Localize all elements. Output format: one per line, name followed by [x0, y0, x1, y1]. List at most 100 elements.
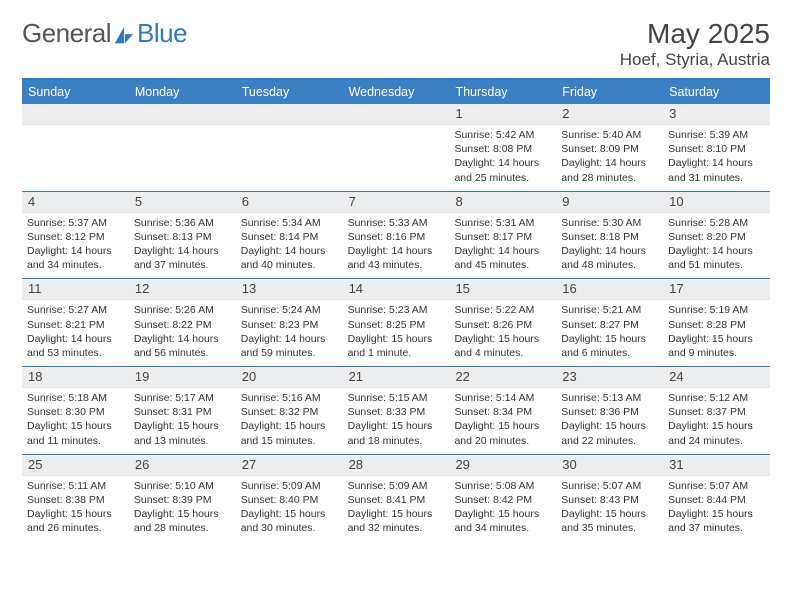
day-number: 27: [236, 455, 343, 476]
daylight-text: and 4 minutes.: [454, 346, 551, 360]
calendar-day: 5 Sunrise: 5:36 AMSunset: 8:13 PMDaylight…: [129, 192, 236, 279]
calendar-day: [22, 104, 129, 191]
page-header: General Blue May 2025 Hoef, Styria, Aust…: [22, 18, 770, 70]
sunset-text: Sunset: 8:10 PM: [668, 142, 765, 156]
sunset-text: Sunset: 8:36 PM: [561, 405, 658, 419]
calendar-day: 6Sunrise: 5:34 AMSunset: 8:14 PMDaylight…: [236, 192, 343, 279]
day-number: 6: [236, 192, 343, 213]
sunrise-text: Sunrise: 5:24 AM: [241, 303, 338, 317]
sunset-text: Sunset: 8:14 PM: [241, 230, 338, 244]
sunset-text: Sunset: 8:43 PM: [561, 493, 658, 507]
daylight-text: Daylight: 14 hours: [561, 156, 658, 170]
calendar-week: 25Sunrise: 5:11 AMSunset: 8:38 PMDayligh…: [22, 455, 770, 542]
calendar-day: 21Sunrise: 5:15 AMSunset: 8:33 PMDayligh…: [343, 367, 450, 454]
daylight-text: Daylight: 15 hours: [668, 332, 765, 346]
calendar-day: 11Sunrise: 5:27 AMSunset: 8:21 PMDayligh…: [22, 279, 129, 366]
calendar-day: 20Sunrise: 5:16 AMSunset: 8:32 PMDayligh…: [236, 367, 343, 454]
day-number: 26: [129, 455, 236, 476]
day-number: 2: [556, 104, 663, 125]
day-of-week-row: Sunday Monday Tuesday Wednesday Thursday…: [22, 80, 770, 104]
day-number: 9: [556, 192, 663, 213]
daylight-text: and 18 minutes.: [348, 434, 445, 448]
sunrise-text: Sunrise: 5:13 AM: [561, 391, 658, 405]
sunrise-text: Sunrise: 5:26 AM: [134, 303, 231, 317]
daylight-text: Daylight: 15 hours: [241, 419, 338, 433]
day-number: 12: [129, 279, 236, 300]
sunrise-text: Sunrise: 5:08 AM: [454, 479, 551, 493]
daylight-text: and 56 minutes.: [134, 346, 231, 360]
daylight-text: and 28 minutes.: [561, 171, 658, 185]
day-number: 4: [22, 192, 129, 213]
sunset-text: Sunset: 8:12 PM: [27, 230, 124, 244]
day-number: 15: [449, 279, 556, 300]
calendar-day: 2Sunrise: 5:40 AMSunset: 8:09 PMDaylight…: [556, 104, 663, 191]
daylight-text: and 51 minutes.: [668, 258, 765, 272]
daylight-text: and 40 minutes.: [241, 258, 338, 272]
daylight-text: and 48 minutes.: [561, 258, 658, 272]
sunset-text: Sunset: 8:08 PM: [454, 142, 551, 156]
daylight-text: and 35 minutes.: [561, 521, 658, 535]
daylight-text: Daylight: 14 hours: [134, 244, 231, 258]
month-title: May 2025: [620, 18, 770, 50]
empty-day-bar: [22, 104, 129, 125]
brand-right: Blue: [137, 18, 187, 49]
sunrise-text: Sunrise: 5:36 AM: [134, 216, 231, 230]
day-number: 5: [129, 192, 236, 213]
sunset-text: Sunset: 8:13 PM: [134, 230, 231, 244]
day-number: 30: [556, 455, 663, 476]
daylight-text: and 20 minutes.: [454, 434, 551, 448]
daylight-text: and 24 minutes.: [668, 434, 765, 448]
daylight-text: Daylight: 15 hours: [134, 419, 231, 433]
calendar-day: 30Sunrise: 5:07 AMSunset: 8:43 PMDayligh…: [556, 455, 663, 542]
sunset-text: Sunset: 8:26 PM: [454, 318, 551, 332]
daylight-text: Daylight: 15 hours: [27, 419, 124, 433]
daylight-text: Daylight: 15 hours: [134, 507, 231, 521]
daylight-text: Daylight: 15 hours: [668, 419, 765, 433]
day-number: 13: [236, 279, 343, 300]
calendar-grid: Sunday Monday Tuesday Wednesday Thursday…: [22, 78, 770, 541]
day-number: 18: [22, 367, 129, 388]
sunrise-text: Sunrise: 5:40 AM: [561, 128, 658, 142]
brand-left: General: [22, 18, 111, 49]
daylight-text: Daylight: 14 hours: [27, 332, 124, 346]
daylight-text: Daylight: 15 hours: [561, 507, 658, 521]
sunrise-text: Sunrise: 5:16 AM: [241, 391, 338, 405]
location-subtitle: Hoef, Styria, Austria: [620, 50, 770, 70]
daylight-text: Daylight: 15 hours: [348, 332, 445, 346]
sunrise-text: Sunrise: 5:42 AM: [454, 128, 551, 142]
dow-wed: Wednesday: [343, 80, 450, 104]
daylight-text: Daylight: 15 hours: [668, 507, 765, 521]
dow-tue: Tuesday: [236, 80, 343, 104]
daylight-text: Daylight: 14 hours: [348, 244, 445, 258]
calendar-day: 10Sunrise: 5:28 AMSunset: 8:20 PMDayligh…: [663, 192, 770, 279]
dow-sat: Saturday: [663, 80, 770, 104]
daylight-text: and 34 minutes.: [27, 258, 124, 272]
daylight-text: and 32 minutes.: [348, 521, 445, 535]
daylight-text: Daylight: 14 hours: [27, 244, 124, 258]
daylight-text: Daylight: 15 hours: [561, 332, 658, 346]
day-number: 14: [343, 279, 450, 300]
sunset-text: Sunset: 8:17 PM: [454, 230, 551, 244]
calendar-day: 1Sunrise: 5:42 AMSunset: 8:08 PMDaylight…: [449, 104, 556, 191]
daylight-text: and 45 minutes.: [454, 258, 551, 272]
sunrise-text: Sunrise: 5:23 AM: [348, 303, 445, 317]
calendar-day: [129, 104, 236, 191]
daylight-text: and 26 minutes.: [27, 521, 124, 535]
sunset-text: Sunset: 8:33 PM: [348, 405, 445, 419]
day-number: 8: [449, 192, 556, 213]
sail-icon: [113, 23, 135, 45]
calendar-day: 24Sunrise: 5:12 AMSunset: 8:37 PMDayligh…: [663, 367, 770, 454]
daylight-text: and 37 minutes.: [134, 258, 231, 272]
daylight-text: and 31 minutes.: [668, 171, 765, 185]
calendar-day: [236, 104, 343, 191]
sunset-text: Sunset: 8:21 PM: [27, 318, 124, 332]
calendar-day: 18Sunrise: 5:18 AMSunset: 8:30 PMDayligh…: [22, 367, 129, 454]
day-number: 7: [343, 192, 450, 213]
sunset-text: Sunset: 8:32 PM: [241, 405, 338, 419]
calendar-day: 19Sunrise: 5:17 AMSunset: 8:31 PMDayligh…: [129, 367, 236, 454]
calendar-week: 1Sunrise: 5:42 AMSunset: 8:08 PMDaylight…: [22, 104, 770, 192]
dow-mon: Monday: [129, 80, 236, 104]
sunrise-text: Sunrise: 5:34 AM: [241, 216, 338, 230]
daylight-text: Daylight: 15 hours: [27, 507, 124, 521]
daylight-text: and 13 minutes.: [134, 434, 231, 448]
